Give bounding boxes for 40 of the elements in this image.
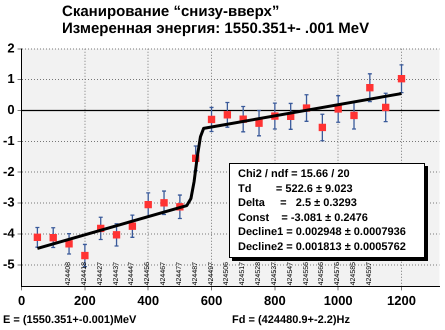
annotation: Const = -3.081 ± 0.2476 [238,210,369,225]
point [144,200,152,208]
y-tick-label: 1 [7,71,15,86]
x-tick-label: 1000 [324,292,353,308]
text: E = (1550.351+-0.001)MeV [3,314,136,326]
x-tick-label: 1200 [387,292,416,308]
x-tick-label: 800 [264,292,286,308]
annotation: Chi2 / ndf = 15.66 / 20 [238,167,351,182]
x-tick-label: 400 [137,292,160,308]
point [382,104,390,112]
annotation: Decline2 = 0.001813 ± 0.0005762 [238,240,407,254]
x-axis-title: Fd = (424480.9+-2.2)Hz [232,314,350,326]
chart-title: Сканирование “снизу-вверх” [62,3,280,20]
point [366,84,374,92]
point [128,222,136,230]
point [208,116,216,124]
point [50,234,57,242]
annotation: Td = 522.6 ± 9.023 [238,182,354,196]
y-tick-label: -1 [2,132,15,148]
point [112,231,120,239]
y-tick-label: -3 [2,194,15,210]
point [398,75,406,82]
y-tick-label: 2 [7,40,15,56]
x-tick-label: 0 [18,292,26,308]
x-tick-label: 600 [200,292,222,308]
point [34,234,42,242]
annotation: Delta = 2.5 ± 0.3293 [238,196,358,210]
y-tick-label: -2 [2,164,15,179]
x-tick-label: 200 [74,292,96,308]
y-tick-label: -5 [2,256,15,272]
point [224,111,232,119]
annotation: Decline1 = 0.002948 ± 0.0007936 [238,225,407,240]
y-tick-label: -4 [2,226,16,241]
point [81,252,89,260]
chart-subtitle: Измеренная энергия: 1550.351+- .001 MeV [62,20,370,37]
point [255,119,263,127]
point [318,124,326,132]
y-tick-label: 0 [7,102,15,118]
point [160,199,168,206]
point [350,112,358,120]
